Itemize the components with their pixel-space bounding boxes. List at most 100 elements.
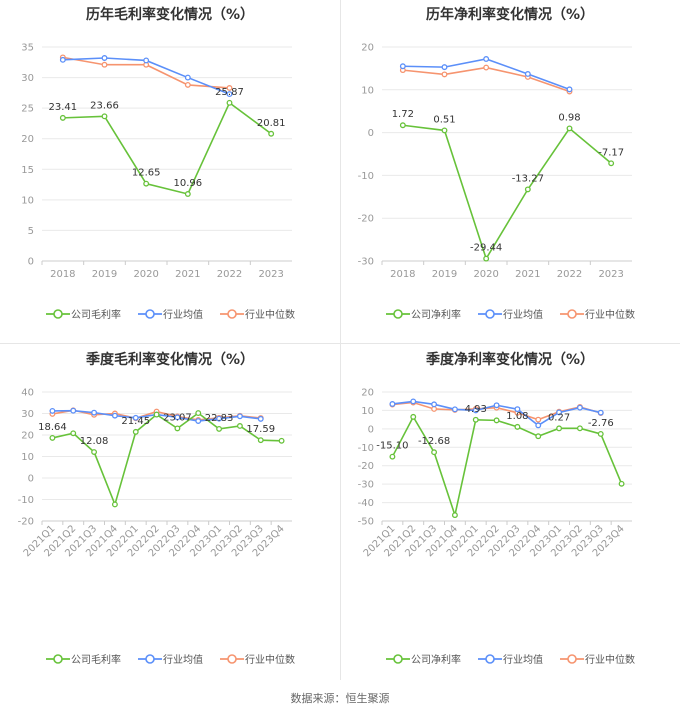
legend-item[interactable]: 行业均值 (477, 651, 543, 666)
data-point (399, 122, 406, 129)
x-tick-label: 2020 (133, 269, 158, 280)
data-point (184, 191, 191, 197)
data-point (195, 410, 202, 417)
data-point (431, 401, 438, 408)
chart-panel-quarterly-gross: 季度毛利率变化情况（%） -20 -10 0 10 20 30 40 2021Q1 2021Q2… (0, 345, 340, 690)
chart-title: 历年净利率变化情况（%） (425, 7, 595, 23)
legend-item[interactable]: 行业均值 (137, 651, 203, 666)
y-tick-label: 15 (21, 165, 34, 176)
legend-marker-icon (46, 653, 70, 664)
y-tick-label: 20 (21, 431, 34, 442)
data-point (535, 433, 542, 440)
x-tick-label: 2022 (217, 269, 242, 280)
y-tick-label: 10 (21, 195, 34, 206)
legend-label: 行业均值 (163, 655, 203, 666)
data-point (597, 409, 604, 416)
data-label: 12.65 (132, 168, 161, 179)
y-tick-label: 35 (21, 43, 34, 54)
data-point (483, 56, 490, 62)
data-label: 17.59 (246, 424, 275, 435)
legend-marker-icon (138, 653, 162, 664)
data-point (389, 401, 396, 407)
data-point (441, 71, 448, 78)
data-point (236, 423, 243, 429)
legend-label: 行业均值 (163, 310, 203, 321)
data-point (49, 434, 56, 441)
chart-svg: 0 5 10 15 20 25 30 35 2018 2019 2020 2021 2022 2023 23… (21, 43, 292, 280)
legend-label: 行业均值 (503, 310, 543, 321)
data-point (216, 415, 223, 422)
legend-item[interactable]: 公司净利率 (385, 306, 461, 321)
data-point (132, 428, 139, 435)
legend-marker-icon (478, 653, 502, 664)
legend-item[interactable]: 行业中位数 (219, 306, 295, 321)
data-point (441, 127, 448, 134)
data-point (236, 413, 243, 420)
y-tick-label: 0 (28, 257, 34, 268)
series-line (391, 415, 623, 519)
data-label: 4.93 (465, 404, 487, 415)
y-tick-label: -30 (358, 480, 374, 491)
legend-item[interactable]: 公司净利率 (385, 651, 461, 666)
y-tick-label: -10 (358, 443, 374, 454)
y-tick-label: 20 (361, 388, 374, 399)
data-point (389, 453, 396, 460)
chart-panel-annual-gross: 历年毛利率变化情况（%） 0 5 10 15 20 25 30 35 2018 2019 2020 2… (0, 0, 340, 345)
legend-item[interactable]: 公司毛利率 (45, 651, 121, 666)
legend-item[interactable]: 行业中位数 (559, 306, 635, 321)
data-point (143, 57, 150, 64)
data-point (195, 418, 202, 424)
x-tick-label: 2019 (92, 269, 117, 280)
legend-item[interactable]: 行业中位数 (219, 651, 295, 666)
data-label: 25.87 (215, 87, 244, 98)
legend-item[interactable]: 公司毛利率 (45, 306, 121, 321)
data-point (618, 480, 625, 487)
legend-marker-icon (46, 308, 70, 319)
legend-marker-icon (220, 653, 244, 664)
legend-item[interactable]: 行业均值 (137, 306, 203, 321)
data-label: -12.68 (418, 436, 450, 447)
data-point (535, 416, 542, 423)
data-point (216, 425, 223, 432)
legend-item[interactable]: 行业中位数 (559, 651, 635, 666)
vertical-divider (340, 0, 341, 680)
data-point (431, 449, 438, 456)
x-tick-label: 2022 (557, 269, 582, 280)
data-point (441, 64, 448, 71)
data-point (153, 411, 160, 418)
y-tick-label: 0 (368, 128, 374, 139)
data-point (226, 99, 233, 106)
data-point (535, 422, 542, 429)
x-tick-label: 2018 (50, 269, 75, 280)
data-label: 1.08 (506, 411, 528, 422)
data-label: 0.98 (558, 112, 580, 123)
y-tick-label: 20 (21, 134, 34, 145)
x-tick-label: 2018 (390, 269, 415, 280)
y-tick-label: 30 (21, 409, 34, 420)
data-point (524, 71, 531, 77)
legend-marker-icon (560, 653, 584, 664)
y-tick-label: -20 (18, 517, 34, 528)
data-point (399, 63, 406, 70)
series-line (62, 101, 272, 195)
legend-label: 行业中位数 (245, 655, 295, 666)
legend-label: 行业中位数 (585, 310, 635, 321)
data-point (70, 430, 77, 437)
chart-panel-quarterly-net: 季度净利率变化情况（%） -50 -40 -30 -20 -10 0 10 20 2021Q1 2… (340, 345, 680, 690)
data-label: -2.76 (588, 418, 614, 429)
data-point (566, 125, 573, 132)
legend-item[interactable]: 行业均值 (477, 306, 543, 321)
y-tick-label: 0 (368, 424, 374, 435)
data-point (451, 406, 458, 413)
data-point (91, 409, 98, 416)
data-label: -15.10 (376, 441, 408, 452)
legend-marker-icon (478, 308, 502, 319)
data-point (132, 414, 139, 421)
data-label: 20.81 (257, 118, 286, 129)
chart-legend: 公司毛利率 行业均值 行业中位数 (0, 306, 340, 321)
data-point (59, 56, 66, 63)
y-tick-label: 10 (21, 452, 34, 463)
y-tick-label: -10 (358, 171, 374, 182)
legend-label: 公司毛利率 (71, 310, 121, 321)
series-line (402, 58, 570, 91)
